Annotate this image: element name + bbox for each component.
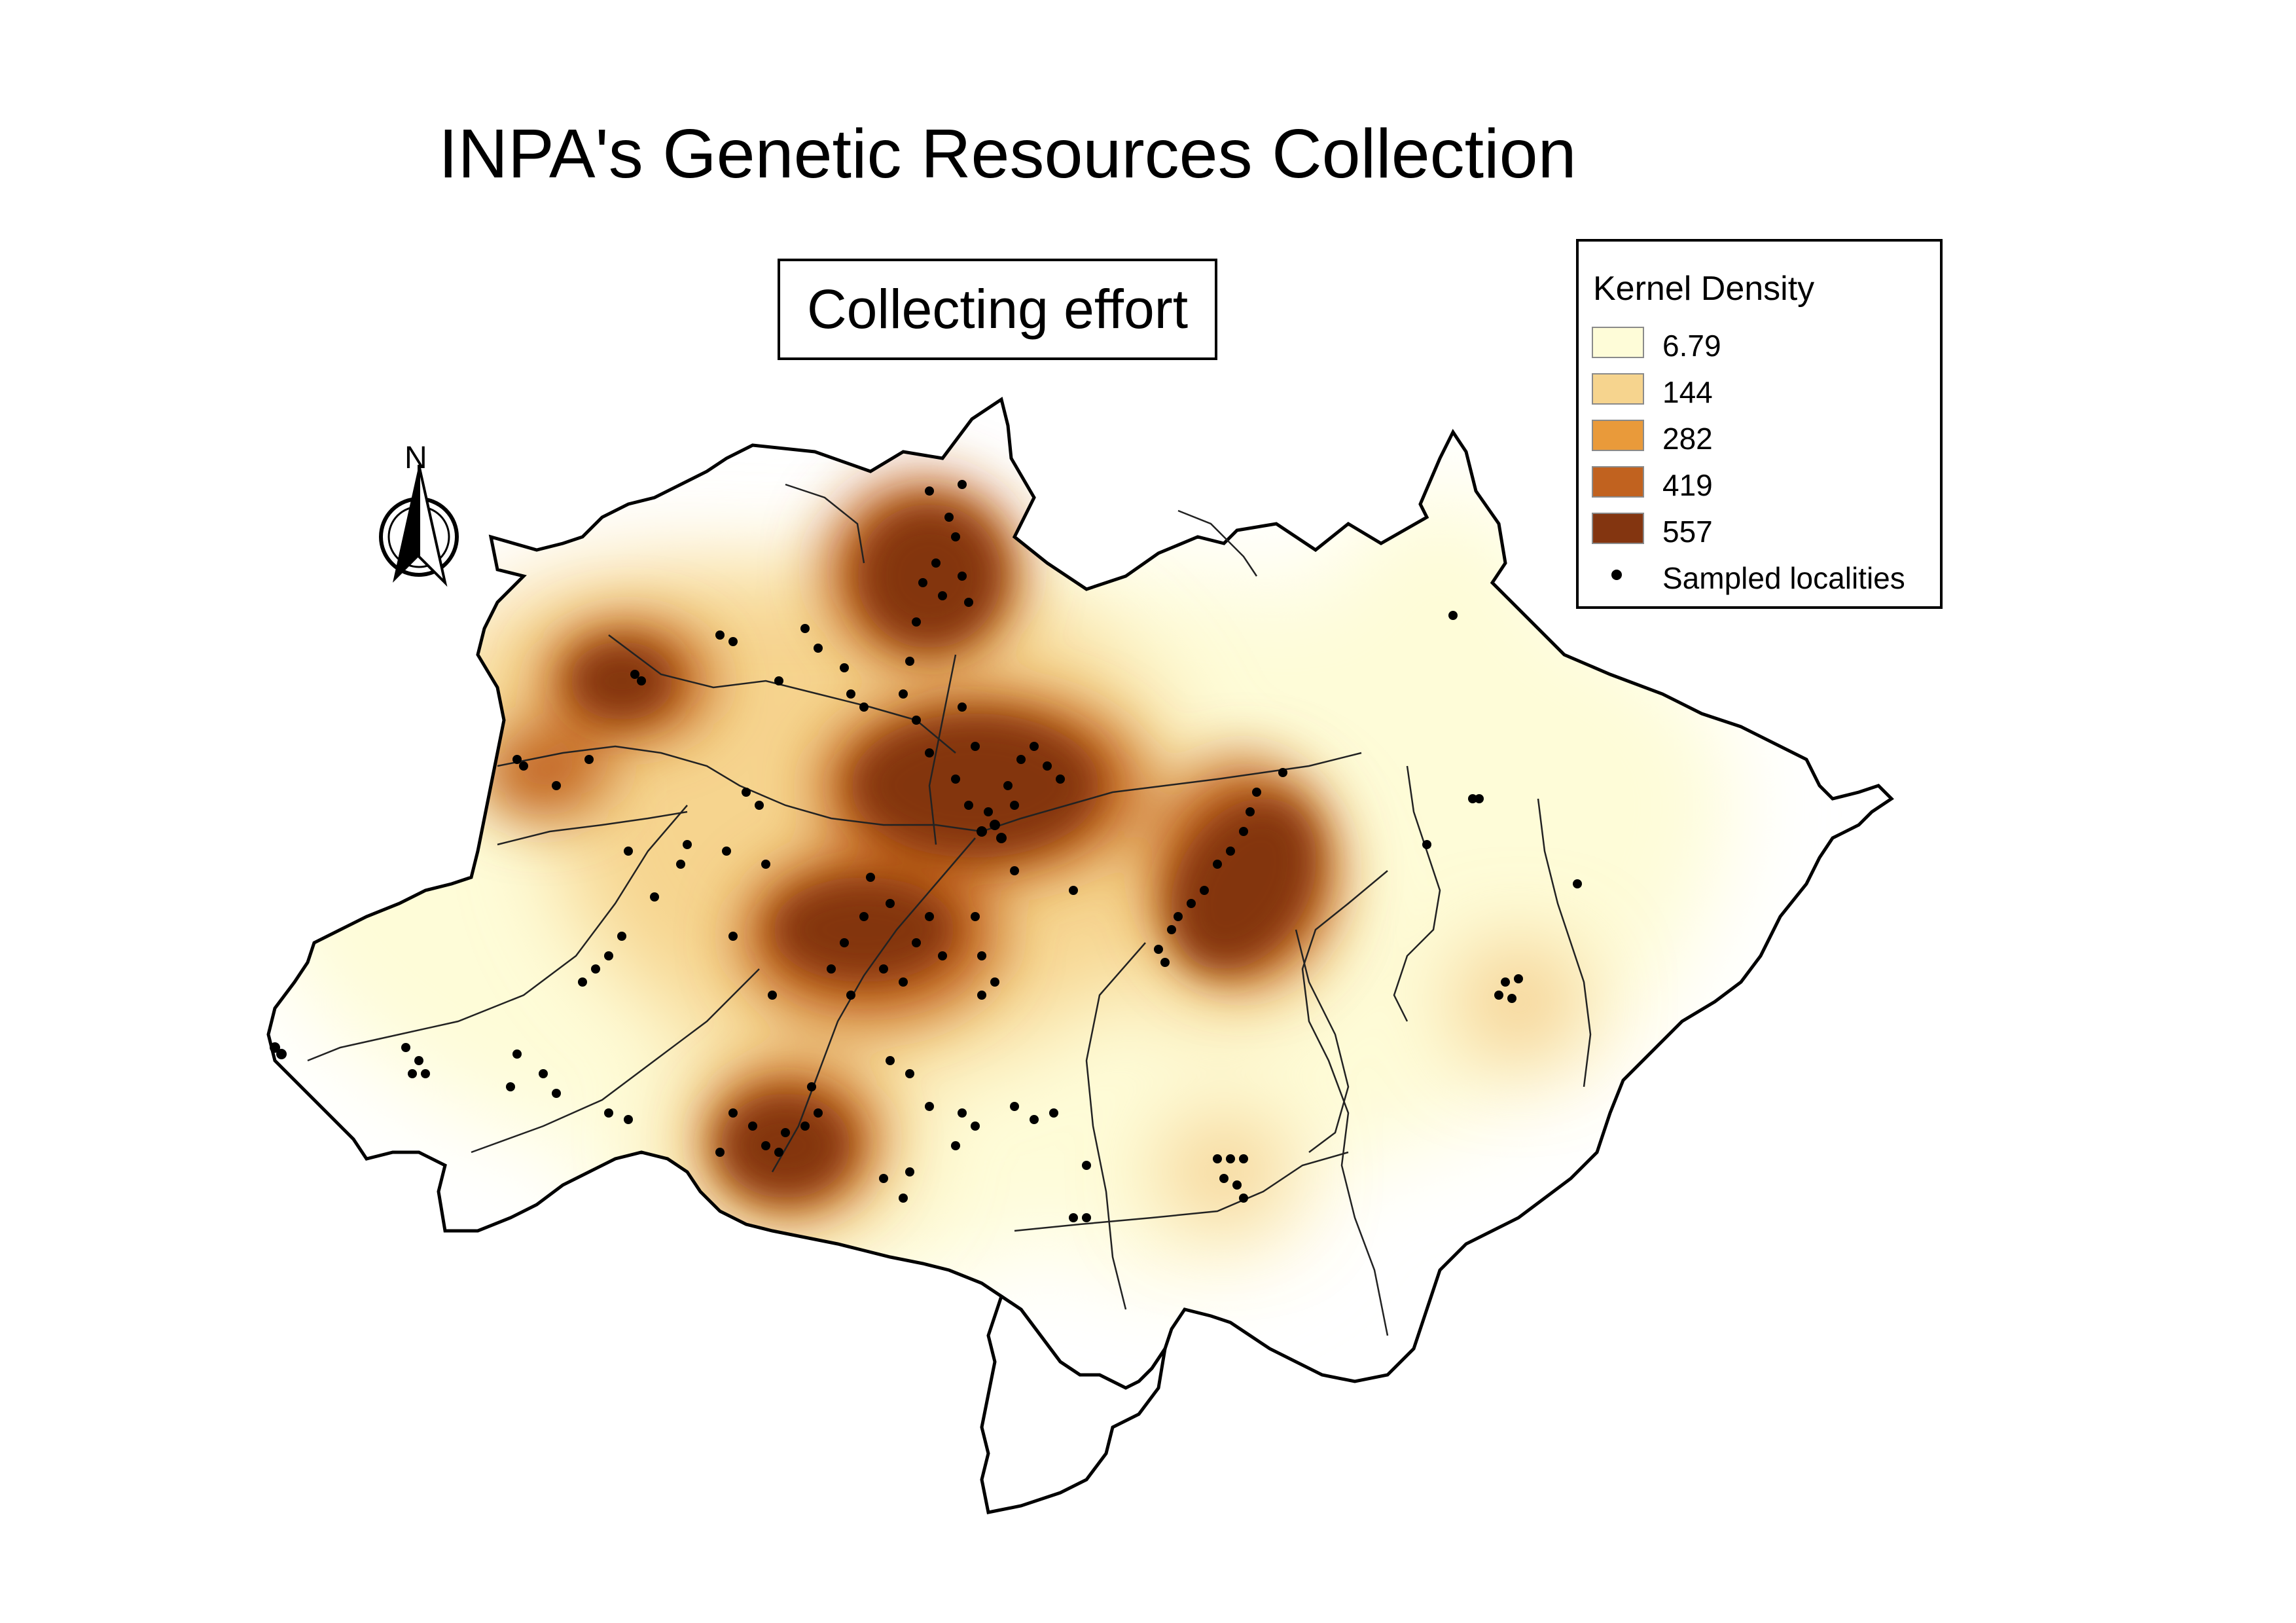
north-label: N — [404, 441, 427, 475]
legend-item-class-4: 419 — [1592, 466, 1932, 502]
density-max — [569, 504, 1317, 1198]
legend-item-class-3: 282 — [1592, 420, 1932, 456]
legend-label: 282 — [1662, 422, 1713, 456]
rivers — [307, 483, 1592, 1336]
subtitle-text: Collecting effort — [806, 278, 1189, 340]
legend-swatch — [1592, 420, 1644, 451]
map-title: INPA's Genetic Resources Collection — [439, 115, 1577, 192]
legend-swatch — [1592, 327, 1644, 358]
legend-item-class-2: 144 — [1592, 373, 1932, 409]
legend-item-class-5: 557 — [1592, 513, 1932, 549]
southern-region-outline — [980, 1294, 1167, 1514]
legend-label: 6.79 — [1662, 329, 1721, 363]
legend-swatch — [1592, 373, 1644, 405]
legend-item-class-1: 6.79 — [1592, 327, 1932, 363]
legend-swatch — [1592, 466, 1644, 498]
region-outline — [266, 396, 1894, 1390]
legend-label: 419 — [1662, 468, 1713, 502]
legend-swatch — [1592, 513, 1644, 544]
legend-label: 144 — [1662, 375, 1713, 409]
north-arrow-icon — [379, 464, 459, 587]
legend-label: Sampled localities — [1662, 561, 1905, 595]
point-marker-icon — [1611, 570, 1622, 580]
sampled-localities — [270, 480, 1582, 1222]
legend-item-points: Sampled localities — [1592, 559, 1932, 595]
legend-label: 557 — [1662, 515, 1713, 549]
legend: Kernel Density 6.79 144 282 419 557 Samp… — [1576, 239, 1943, 609]
density-layer — [268, 478, 1734, 1290]
legend-title: Kernel Density — [1593, 270, 1815, 308]
subtitle-box: Collecting effort — [778, 259, 1217, 360]
